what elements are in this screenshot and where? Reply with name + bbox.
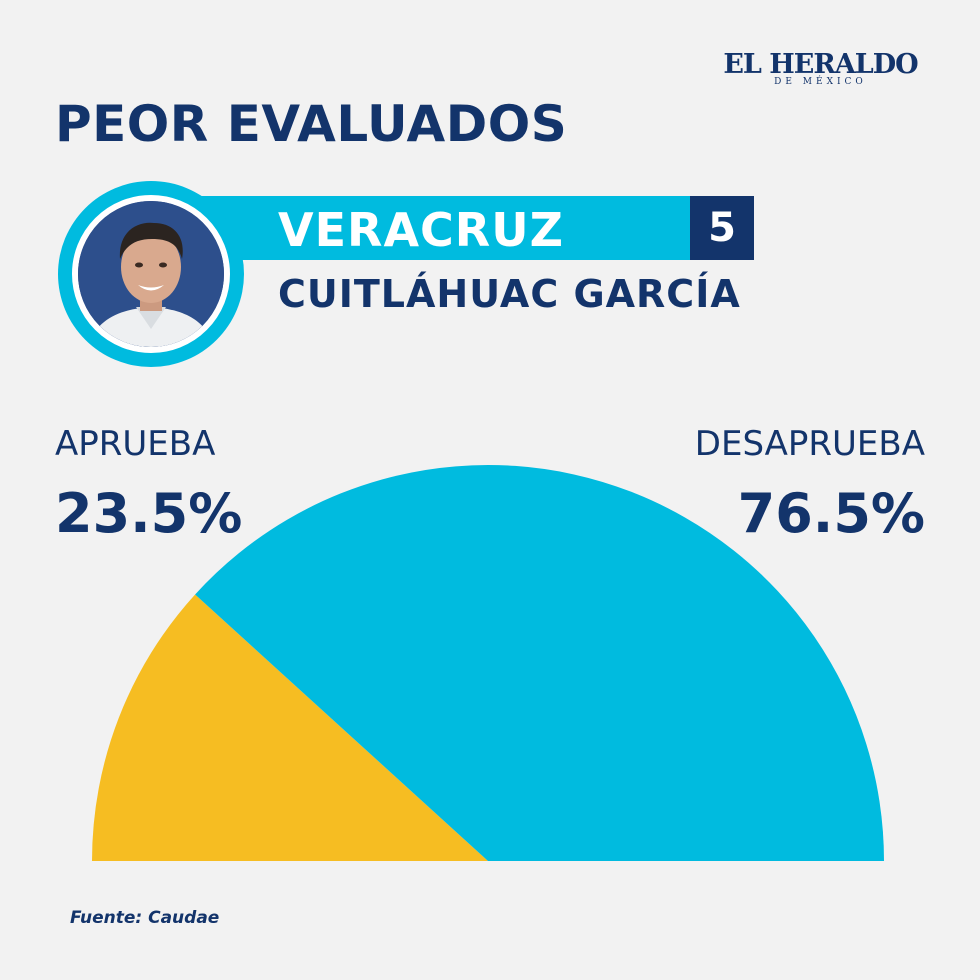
- rank-badge: 5: [690, 196, 754, 260]
- disapprove-label: DESAPRUEBA: [694, 424, 925, 464]
- disapprove-value: 76.5%: [737, 482, 925, 545]
- state-banner: [200, 196, 690, 260]
- approve-label: APRUEBA: [55, 424, 216, 464]
- gauge-slice-aprueba: [92, 594, 488, 861]
- page-title: PEOR EVALUADOS: [55, 95, 568, 153]
- avatar: [72, 195, 230, 353]
- brand-name: EL HERALDO: [723, 49, 918, 80]
- brand-logo: EL HERALDO DE MÉXICO: [713, 49, 928, 88]
- gauge-slice-desaprueba: [195, 465, 884, 861]
- state-name: VERACRUZ: [278, 203, 564, 257]
- brand-subtitle: DE MÉXICO: [774, 77, 867, 87]
- person-portrait-icon: [78, 201, 224, 347]
- approve-value: 23.5%: [55, 482, 243, 545]
- portrait-ring: [58, 181, 244, 367]
- source-note: Fuente: Caudae: [70, 908, 220, 928]
- governor-name: CUITLÁHUAC GARCÍA: [278, 272, 741, 316]
